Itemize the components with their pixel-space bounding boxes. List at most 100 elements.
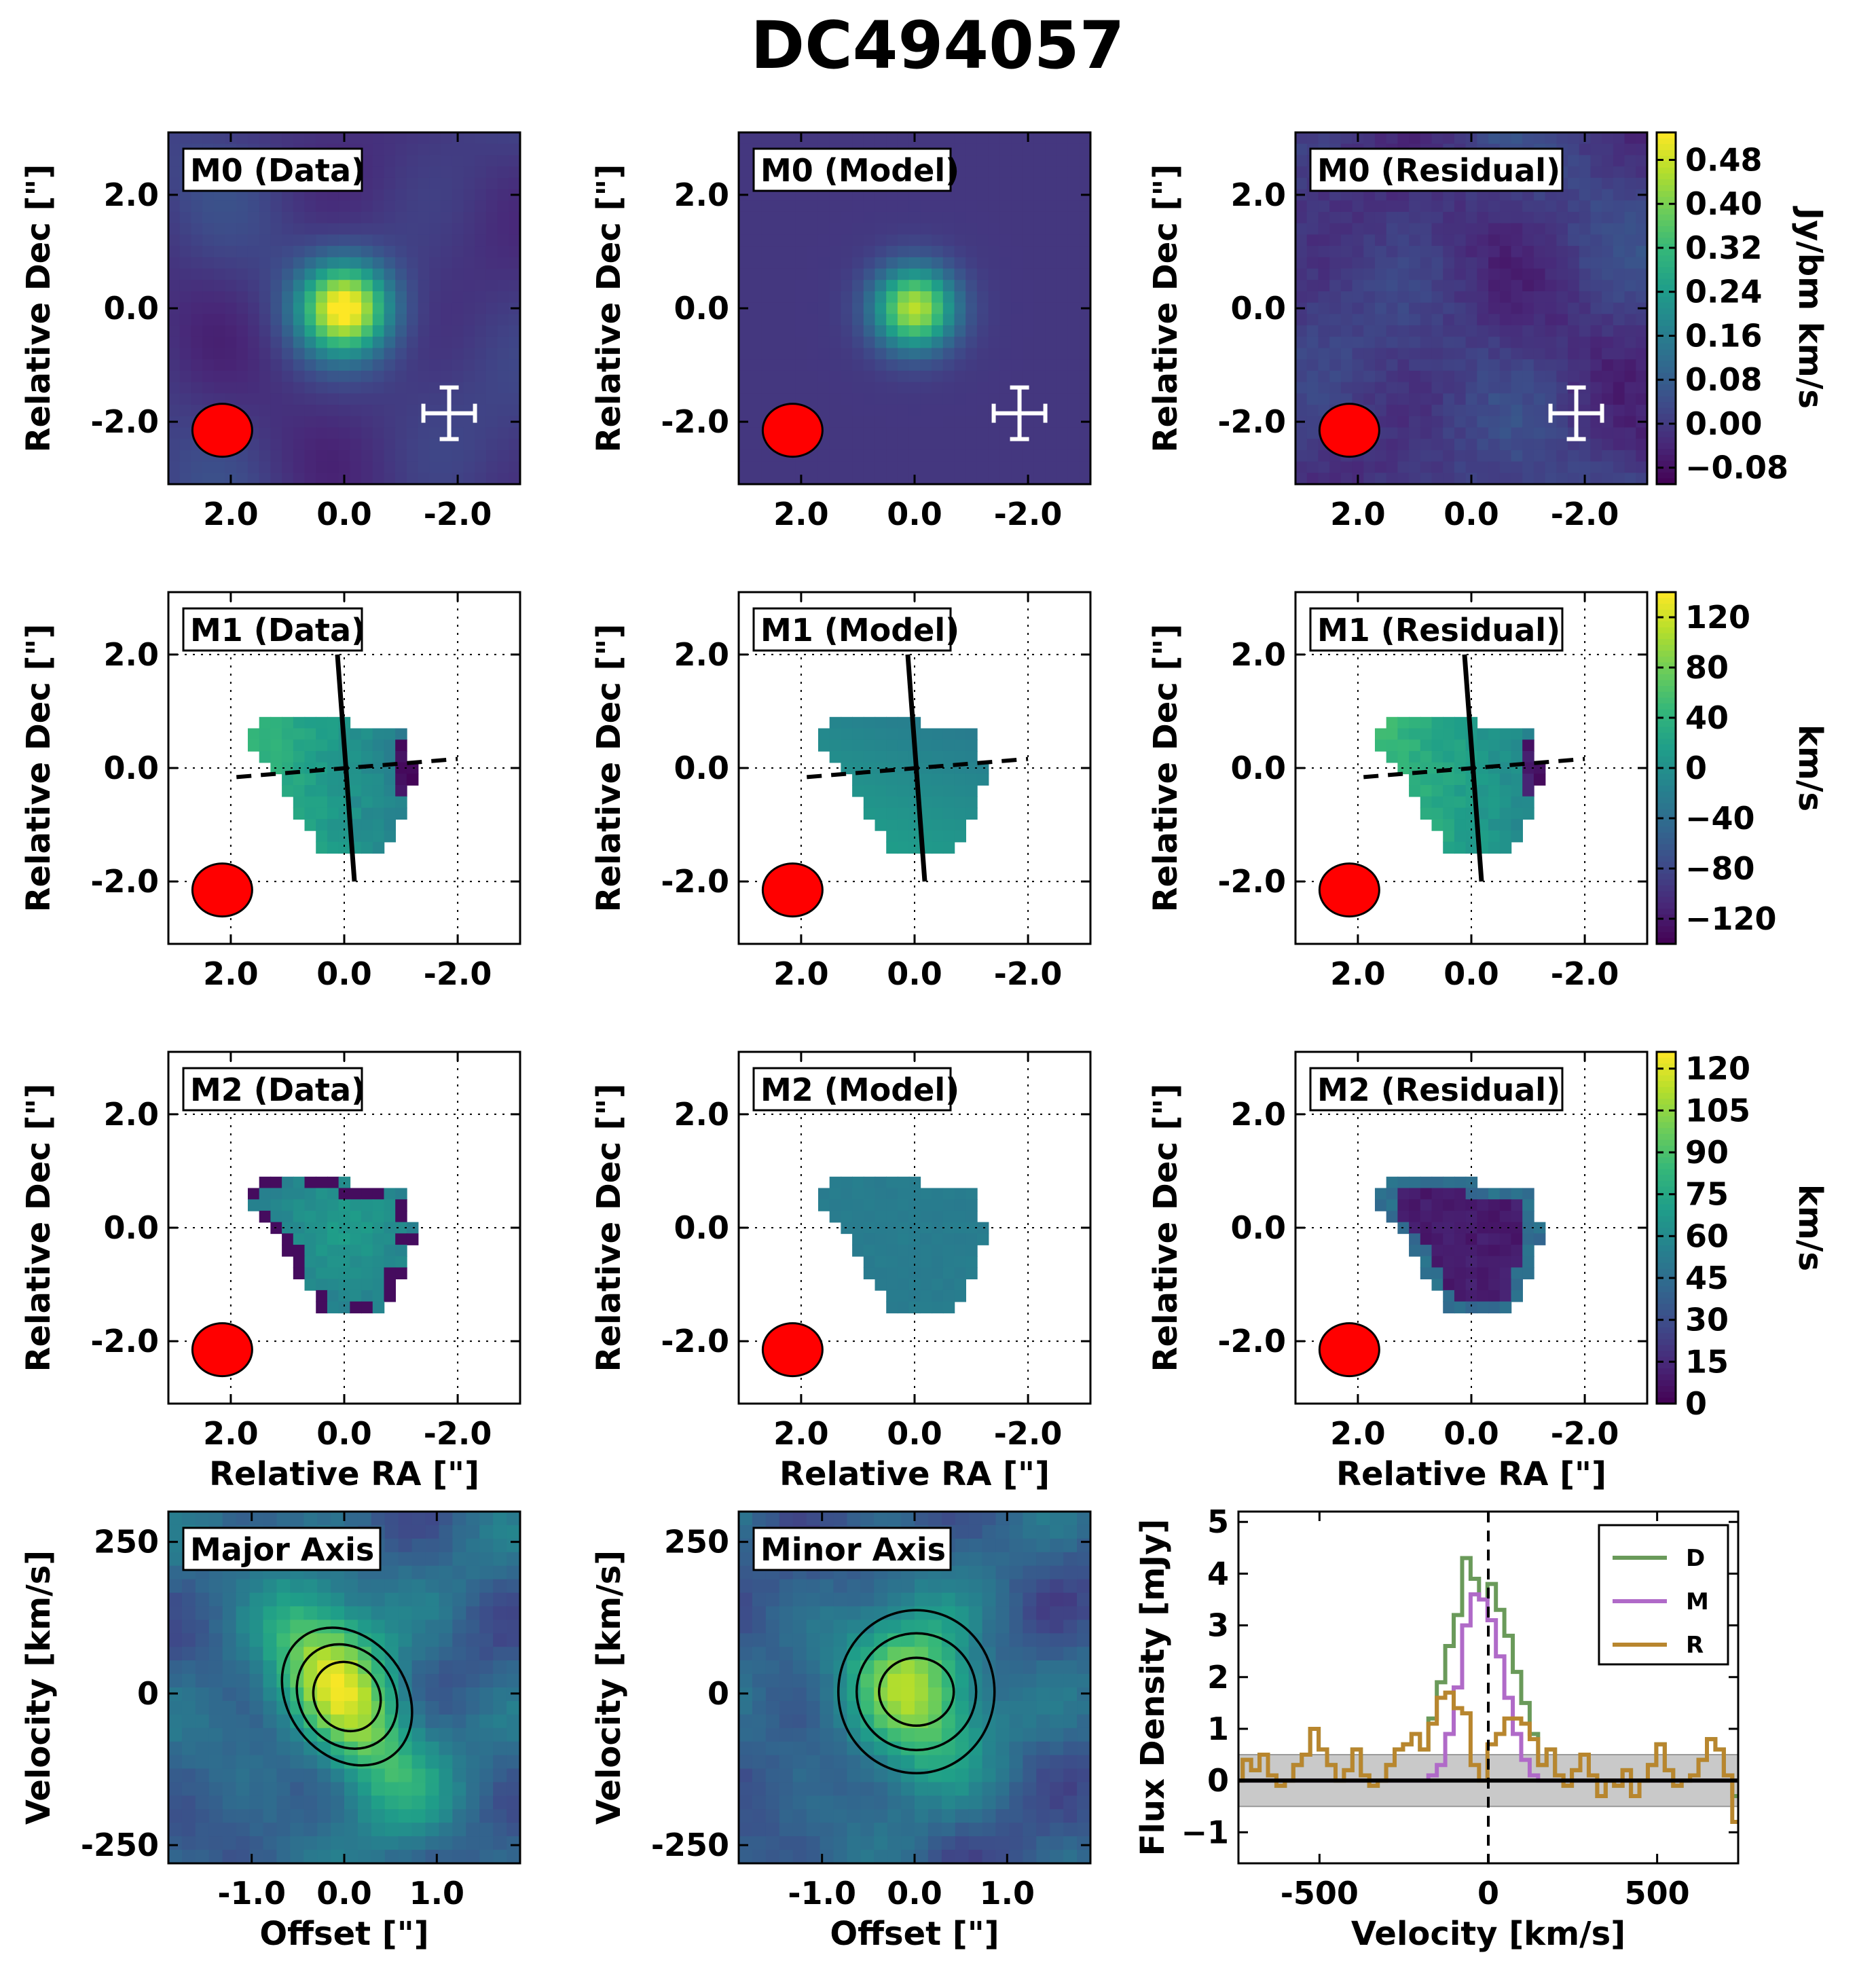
y-axis-label: Relative Dec ["] [20,624,58,913]
x-tick-label: 0 [1477,1875,1499,1912]
x-tick-label: 2.0 [1330,955,1386,992]
y-tick-label: -2.0 [90,403,159,440]
panel-label-box [1309,147,1564,192]
x-axis-label: Relative RA ["] [779,1455,1050,1493]
colorbar-tick-label: 60 [1685,1218,1729,1254]
x-tick-label: 2.0 [773,1415,829,1452]
panel-label: M1 (Model) [760,612,959,648]
y-axis-label: Velocity [km/s] [20,1550,58,1825]
y-axis-label: Relative Dec ["] [1147,164,1185,453]
x-axis-label: Relative RA ["] [209,1455,479,1493]
error-cross-icon [991,385,1048,441]
y-tick-label: -250 [651,1827,729,1863]
colorbar-tick-label: 0.00 [1685,405,1763,442]
y-tick-label: 2.0 [1231,636,1287,673]
beam-ellipse [1318,403,1380,458]
x-tick-label: 2.0 [773,955,829,992]
y-tick-label: −1 [1181,1814,1229,1850]
colorbar-tick-label: 0 [1685,1385,1707,1422]
panel-label-box [752,1067,952,1112]
x-tick-label: 2.0 [203,496,259,532]
y-tick-label: 2.0 [674,1096,730,1133]
colorbar-tick-label: 90 [1685,1134,1729,1171]
x-tick-label: 2.0 [1330,496,1386,532]
x-tick-label: -2.0 [1551,496,1619,532]
y-tick-label: 0 [137,1675,159,1712]
x-tick-label: 1.0 [980,1875,1035,1912]
y-tick-label: 2.0 [674,636,730,673]
y-tick-label: 0.0 [1231,1209,1287,1246]
y-tick-label: 2.0 [104,1096,160,1133]
contour-line [312,1660,382,1733]
colorbar-tick-label: 0.24 [1685,274,1763,310]
colorbar-tick-label: −0.08 [1685,450,1788,486]
y-tick-label: 0.0 [674,1209,730,1246]
colorbar-label: km/s [1791,725,1829,811]
panel-spectrum: -500 0 500 −1 0 1 2 3 4 5 Flux Density [mJy] Veloci… [1134,1503,1740,1953]
panel-label: M1 (Residual) [1317,612,1560,648]
minor-axis-line [1363,756,1585,780]
colorbar-tick-label: 105 [1685,1092,1750,1129]
y-tick-label: -2.0 [661,403,729,440]
heatmap-image [168,1512,520,1863]
y-tick-label: 2.0 [1231,177,1287,213]
panel-label-box [1309,1067,1564,1112]
y-tick-label: 2.0 [104,177,160,213]
x-tick-label: 0.0 [316,1415,372,1452]
x-tick-label: -2.0 [1551,1415,1619,1452]
minor-axis-line [807,756,1029,780]
colorbar: 0.48 0.40 0.32 0.24 0.16 0.08 0.00 −0.08 Jy/bm k… [1655,131,1829,486]
panel-label-box [752,147,952,192]
y-tick-label: 5 [1207,1503,1229,1540]
colorbar: 120 80 40 0 −40 −80 −120 km/s [1655,591,1829,945]
contour-line [280,1626,413,1767]
colorbar-tick-label: 0.08 [1685,361,1763,398]
beam-ellipse [761,403,824,458]
y-tick-label: -2.0 [1217,1323,1286,1359]
colorbar-tick-label: −120 [1685,900,1777,937]
contour-line [877,1656,955,1728]
y-tick-label: 4 [1207,1555,1229,1592]
panel-0: M0 (Data) 2.0 0.0 -2.0 2.0 0.0 -2.0 Relative De… [20,131,521,532]
beam-ellipse [191,862,253,918]
panel-label-box [1309,607,1564,652]
panel-label: M0 (Data) [190,152,365,189]
colorbar-tick-label: 120 [1685,599,1750,636]
y-tick-label: 0.0 [104,1209,160,1246]
beam-ellipse [761,862,824,918]
panel-4: M1 (Model) 2.0 0.0 -2.0 2.0 0.0 -2.0 Relative D… [590,591,1092,992]
y-tick-label: 1 [1207,1711,1229,1747]
x-tick-label: -2.0 [994,955,1063,992]
panel-label: M2 (Residual) [1317,1072,1560,1108]
y-tick-label: 3 [1207,1607,1229,1644]
colorbar: 120 105 90 75 60 45 30 15 0 km/s [1655,1050,1829,1422]
x-tick-label: -1.0 [217,1875,286,1912]
y-tick-label: 0 [707,1675,729,1712]
x-tick-label: 0.0 [887,955,942,992]
x-tick-label: 500 [1625,1875,1690,1912]
panel-1: M0 (Model) 2.0 0.0 -2.0 2.0 0.0 -2.0 Relative D… [590,131,1092,532]
x-axis-label: Velocity [km/s] [1351,1915,1625,1953]
y-axis-label: Relative Dec ["] [590,164,628,453]
panel-label: M0 (Model) [760,152,959,189]
beam-ellipse [191,403,253,458]
y-axis-label: Relative Dec ["] [590,1084,628,1372]
panel-label-box [752,607,952,652]
panel-label-box [752,1527,952,1571]
y-tick-label: -2.0 [90,1323,159,1359]
y-tick-label: 250 [94,1524,159,1560]
y-axis-label: Relative Dec ["] [590,624,628,913]
y-tick-label: 2.0 [674,177,730,213]
y-tick-label: 2.0 [104,636,160,673]
beam-ellipse [1318,862,1380,918]
y-tick-label: 2.0 [1231,1096,1287,1133]
figure-title: DC494057 [751,7,1125,84]
beam-ellipse [1318,1322,1380,1378]
x-tick-label: -2.0 [424,955,492,992]
x-tick-label: -2.0 [424,1415,492,1452]
x-tick-label: 0.0 [1443,1415,1499,1452]
colorbar-tick-label: −40 [1685,800,1755,837]
x-tick-label: 0.0 [316,1875,372,1912]
panel-label: Major Axis [190,1531,374,1568]
x-tick-label: -2.0 [994,1415,1063,1452]
